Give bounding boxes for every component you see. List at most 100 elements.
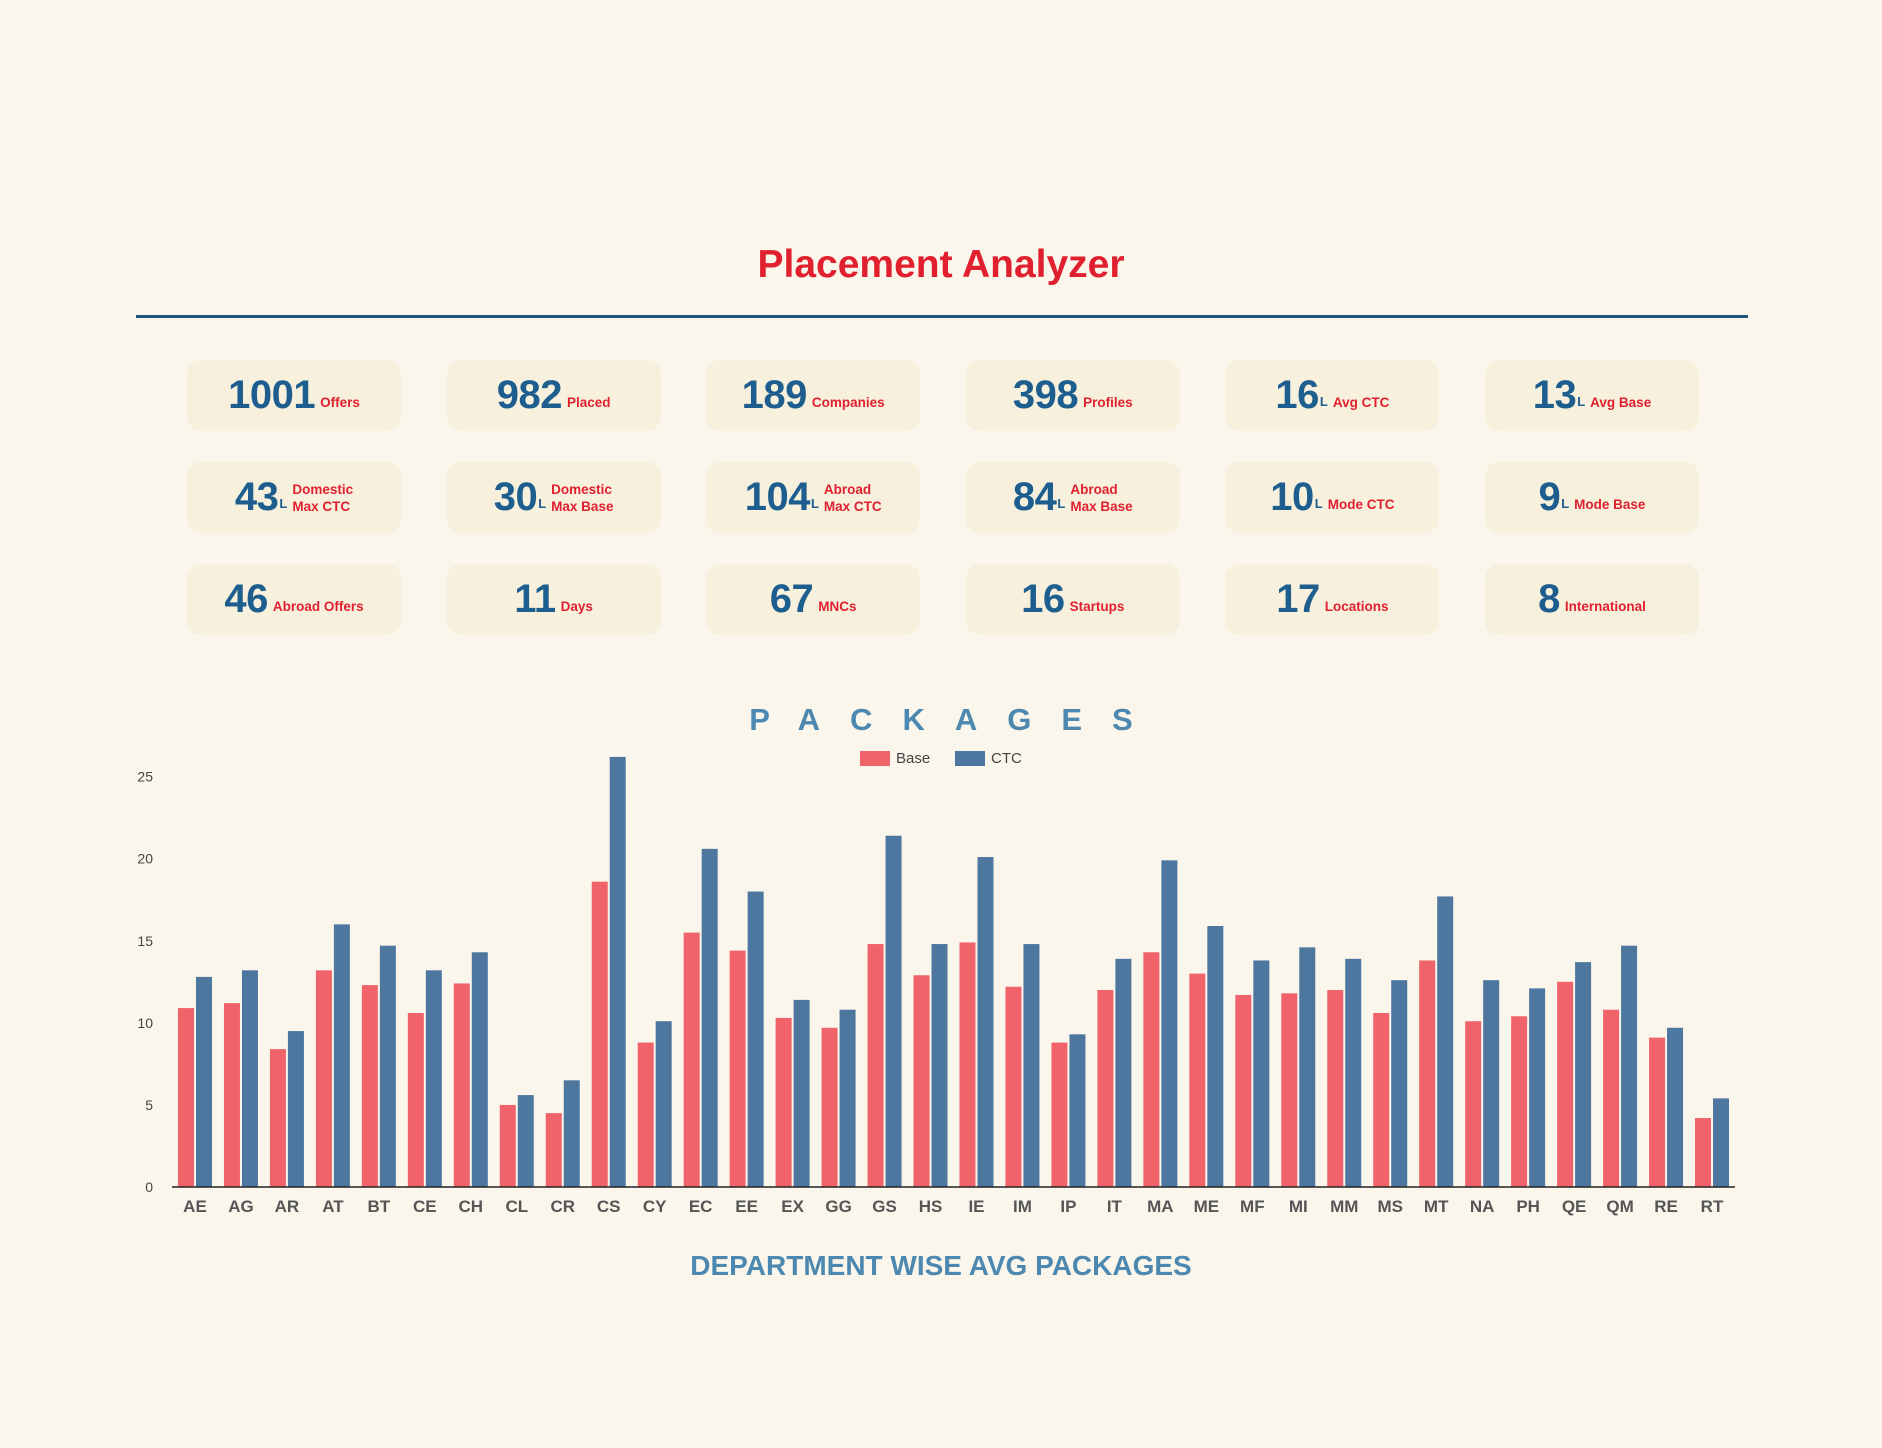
stat-card: 67 MNCs bbox=[706, 564, 921, 635]
bar-ctc-rt bbox=[1713, 1098, 1730, 1187]
bar-ctc-na bbox=[1483, 980, 1500, 1187]
bar-ctc-mm bbox=[1345, 958, 1362, 1187]
stat-label: Abroad Max Base bbox=[1070, 482, 1133, 514]
bar-base-ae bbox=[177, 1008, 194, 1187]
stat-value: 398 bbox=[1012, 373, 1079, 417]
x-tick-label: MF bbox=[1240, 1197, 1265, 1216]
y-tick-label: 25 bbox=[137, 769, 153, 785]
y-tick-label: 10 bbox=[137, 1015, 153, 1031]
stat-label: Placed bbox=[566, 395, 611, 410]
x-tick-label: RT bbox=[1701, 1197, 1724, 1216]
bar-base-ch bbox=[453, 983, 470, 1187]
bar-base-me bbox=[1189, 973, 1206, 1187]
bar-base-ar bbox=[269, 1049, 286, 1187]
bar-base-ee bbox=[729, 950, 746, 1187]
bar-ctc-cr bbox=[563, 1080, 580, 1187]
stat-value: 982 bbox=[496, 373, 563, 417]
bar-ctc-bt bbox=[379, 945, 396, 1187]
stat-card: 84 L Abroad Max Base bbox=[965, 462, 1180, 533]
x-tick-label: EE bbox=[735, 1197, 758, 1216]
stat-label: Days bbox=[560, 599, 593, 614]
x-tick-label: CH bbox=[459, 1197, 484, 1216]
packages-bar-chart: 0 5 10 15 20 25 AE AG AR AT BT CE CH CL CR CS CY EC EE EX GG… bbox=[137, 750, 1735, 1216]
bar-base-mf bbox=[1235, 994, 1252, 1187]
legend-swatch-base bbox=[860, 751, 890, 766]
x-tick-label: IM bbox=[1013, 1197, 1032, 1216]
x-tick-label: EC bbox=[689, 1197, 713, 1216]
bar-base-na bbox=[1465, 1021, 1482, 1187]
stat-label: International bbox=[1564, 599, 1646, 614]
stat-value: 17 bbox=[1276, 577, 1320, 621]
x-tick-label: MM bbox=[1330, 1197, 1358, 1216]
stat-unit: L bbox=[810, 496, 819, 511]
stat-value: 13 bbox=[1532, 373, 1577, 417]
x-tick-label: CL bbox=[505, 1197, 528, 1216]
x-tick-label: GS bbox=[872, 1197, 897, 1216]
x-tick-label: MT bbox=[1424, 1197, 1449, 1216]
stat-label: Domestic Max Base bbox=[551, 482, 614, 514]
bar-ctc-mi bbox=[1299, 947, 1316, 1187]
bar-ctc-ph bbox=[1529, 988, 1546, 1187]
bar-base-ex bbox=[775, 1017, 792, 1187]
x-tick-label: NA bbox=[1470, 1197, 1495, 1216]
bar-base-cl bbox=[499, 1104, 516, 1187]
bar-base-im bbox=[1005, 986, 1022, 1187]
bar-ctc-it bbox=[1115, 958, 1132, 1187]
y-tick-label: 15 bbox=[137, 933, 153, 949]
stat-value: 43 bbox=[234, 475, 279, 519]
x-tick-label: CY bbox=[643, 1197, 667, 1216]
stat-label: Abroad Max CTC bbox=[823, 482, 882, 514]
x-tick-label: MA bbox=[1147, 1197, 1173, 1216]
x-tick-label: GG bbox=[825, 1197, 851, 1216]
stat-card: 43 L Domestic Max CTC bbox=[187, 462, 401, 533]
bar-base-mi bbox=[1281, 993, 1298, 1187]
bar-base-re bbox=[1649, 1037, 1666, 1187]
bar-ctc-gs bbox=[885, 835, 902, 1187]
bar-ctc-ch bbox=[471, 952, 488, 1187]
bar-ctc-me bbox=[1207, 926, 1224, 1187]
x-tick-label: AG bbox=[228, 1197, 254, 1216]
bar-ctc-ae bbox=[195, 976, 212, 1187]
bar-ctc-mt bbox=[1437, 896, 1454, 1187]
bar-base-rt bbox=[1695, 1118, 1712, 1187]
bar-ctc-qe bbox=[1575, 962, 1592, 1187]
page-title: Placement Analyzer bbox=[757, 243, 1125, 286]
stat-label: Startups bbox=[1069, 599, 1125, 614]
legend-label-ctc: CTC bbox=[991, 750, 1022, 767]
stat-card: 13 L Avg Base bbox=[1484, 360, 1699, 431]
bar-base-cs bbox=[591, 881, 608, 1187]
stat-card: 46 Abroad Offers bbox=[187, 564, 401, 635]
legend-swatch-ctc bbox=[955, 751, 985, 766]
stat-unit: L bbox=[1314, 496, 1323, 511]
y-tick-label: 20 bbox=[137, 851, 153, 867]
x-tick-label: CE bbox=[413, 1197, 437, 1216]
x-tick-label: MI bbox=[1289, 1197, 1308, 1216]
stat-value: 30 bbox=[493, 475, 538, 519]
stat-value: 84 bbox=[1012, 475, 1057, 519]
bar-base-hs bbox=[913, 975, 930, 1187]
stat-value: 8 bbox=[1538, 577, 1560, 621]
stat-card: 11 Days bbox=[446, 564, 661, 635]
stat-label: Offers bbox=[320, 395, 360, 410]
stat-value: 1001 bbox=[228, 373, 316, 417]
stat-unit: L bbox=[1057, 496, 1066, 511]
bar-ctc-ag bbox=[241, 970, 258, 1187]
bar-base-at bbox=[315, 970, 332, 1187]
x-tick-label: MS bbox=[1377, 1197, 1403, 1216]
x-tick-label: AR bbox=[275, 1197, 300, 1216]
stat-card: 8 International bbox=[1484, 564, 1699, 635]
stats-grid: 1001 Offers 982 Placed 189 Companies 398 Profil… bbox=[187, 360, 1699, 635]
bar-base-ph bbox=[1511, 1016, 1528, 1187]
x-tick-label: CR bbox=[550, 1197, 575, 1216]
stat-card: 104 L Abroad Max CTC bbox=[706, 462, 921, 533]
bar-base-ce bbox=[407, 1013, 424, 1187]
bar-ctc-ex bbox=[793, 999, 810, 1187]
stat-value: 67 bbox=[769, 577, 814, 621]
bar-base-ip bbox=[1051, 1042, 1068, 1187]
x-tick-label: PH bbox=[1516, 1197, 1540, 1216]
legend-label-base: Base bbox=[896, 750, 930, 767]
stat-label: Abroad Offers bbox=[272, 599, 364, 614]
bar-ctc-ec bbox=[701, 848, 718, 1187]
bar-base-qe bbox=[1557, 981, 1574, 1187]
bar-base-ms bbox=[1373, 1013, 1390, 1187]
